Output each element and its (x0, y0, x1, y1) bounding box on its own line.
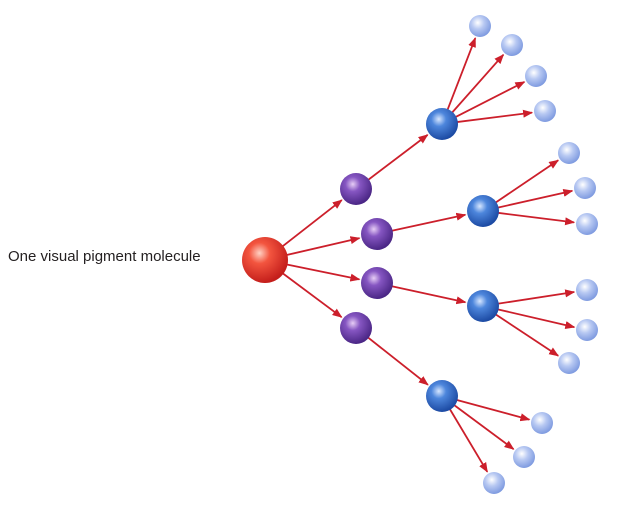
arrow (455, 109, 534, 124)
product-molecule (501, 34, 523, 56)
arrow (285, 236, 361, 257)
arrow (455, 398, 531, 422)
arrow (496, 289, 576, 305)
intermediate-molecule (361, 218, 393, 250)
source-label: One visual pigment molecule (8, 248, 201, 265)
arrow (390, 212, 467, 232)
product-molecule (558, 352, 580, 374)
arrow (446, 37, 477, 112)
arrow (285, 263, 361, 282)
intermediate-molecule (340, 173, 372, 205)
product-molecule (558, 142, 580, 164)
product-molecule (534, 100, 556, 122)
arrow (452, 403, 515, 450)
arrow (450, 53, 505, 115)
product-molecule (576, 213, 598, 235)
intermediate-molecule (340, 312, 372, 344)
arrow (281, 199, 343, 248)
arrow (494, 159, 560, 204)
activated-molecule (467, 290, 499, 322)
product-molecule (531, 412, 553, 434)
product-molecule (513, 446, 535, 468)
arrow (454, 81, 526, 119)
activated-molecule (426, 380, 458, 412)
intermediate-molecule (361, 267, 393, 299)
product-molecule (469, 15, 491, 37)
product-molecule (576, 319, 598, 341)
arrow (494, 312, 560, 357)
product-molecule (483, 472, 505, 494)
arrow (281, 271, 343, 318)
arrow (448, 407, 489, 473)
arrows (281, 37, 576, 473)
arrow (496, 188, 574, 209)
arrow (390, 285, 467, 305)
product-molecule (576, 279, 598, 301)
product-molecule (525, 65, 547, 87)
arrow (496, 211, 576, 226)
arrow (496, 308, 576, 329)
arrow (366, 335, 429, 386)
molecules (242, 15, 598, 494)
source-molecule (242, 237, 288, 283)
product-molecule (574, 177, 596, 199)
activated-molecule (467, 195, 499, 227)
activated-molecule (426, 108, 458, 140)
arrow (366, 134, 429, 182)
